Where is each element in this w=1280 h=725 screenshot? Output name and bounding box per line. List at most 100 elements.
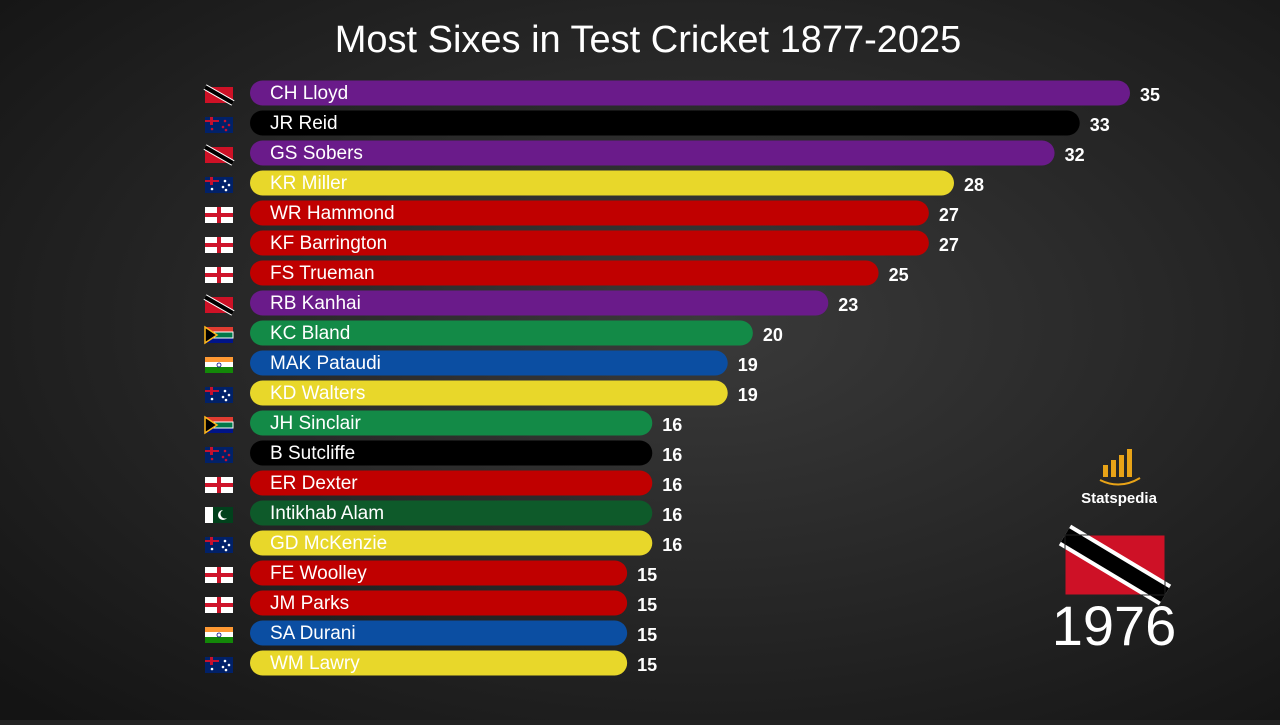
flag-icon xyxy=(205,117,233,133)
value-label: 19 xyxy=(738,385,758,405)
flag-part xyxy=(224,548,228,552)
flag-part xyxy=(221,455,225,459)
bar-label: KF Barrington xyxy=(270,233,387,254)
bar-label: RB Kanhai xyxy=(270,293,361,314)
value-label: 20 xyxy=(763,325,783,345)
flag-part xyxy=(227,393,231,397)
bar xyxy=(250,200,929,226)
flag-part xyxy=(205,637,233,643)
value-label: 16 xyxy=(662,505,682,525)
value-label: 33 xyxy=(1090,115,1110,135)
bar-label: KR Miller xyxy=(270,173,348,194)
flag-icon xyxy=(205,267,233,283)
flag-part xyxy=(205,660,219,662)
flag-icon xyxy=(205,357,233,373)
flag-part xyxy=(204,325,219,345)
flag-part xyxy=(216,632,222,638)
flag-part xyxy=(205,273,233,277)
flag-part xyxy=(221,125,225,129)
flag-icon xyxy=(203,294,235,316)
bar xyxy=(250,560,628,586)
flag-part xyxy=(205,390,219,392)
flag-part xyxy=(223,179,227,183)
bar-label: KC Bland xyxy=(270,323,350,344)
flag-icon xyxy=(203,84,235,106)
flag-part xyxy=(210,187,214,191)
flag-part xyxy=(205,213,233,217)
flag-part xyxy=(205,450,219,452)
flag-part xyxy=(223,539,227,543)
bar xyxy=(250,380,728,406)
bar-label: Intikhab Alam xyxy=(270,503,384,524)
flag-part xyxy=(224,128,228,132)
bar xyxy=(250,530,653,556)
flag-icon xyxy=(205,537,233,553)
value-label: 32 xyxy=(1065,145,1085,165)
flag-part xyxy=(204,415,219,435)
bar-label: JH Sinclair xyxy=(270,413,361,434)
flag-icon xyxy=(205,447,233,463)
flag-part xyxy=(205,120,219,122)
bar xyxy=(250,260,879,286)
bar xyxy=(250,80,1130,106)
flag-part xyxy=(224,668,228,672)
bar-label: FS Trueman xyxy=(270,263,375,284)
bar-label: FE Woolley xyxy=(270,563,367,584)
flag-part xyxy=(221,185,225,189)
bar xyxy=(250,590,628,616)
value-label: 28 xyxy=(964,175,984,195)
flag-part xyxy=(205,362,233,368)
bar-label: WM Lawry xyxy=(270,653,360,674)
flag-icon xyxy=(205,507,233,523)
flag-part xyxy=(223,659,227,663)
flag-part xyxy=(205,243,233,247)
period-flag xyxy=(1058,524,1172,606)
flag-part xyxy=(223,449,227,453)
flag-part xyxy=(205,367,233,373)
flag-part xyxy=(216,362,222,368)
bar xyxy=(250,470,653,496)
value-label: 15 xyxy=(637,565,657,585)
value-label: 35 xyxy=(1140,85,1160,105)
flag-part xyxy=(210,667,214,671)
flag-part xyxy=(224,458,228,462)
value-label: 15 xyxy=(637,595,657,615)
bar xyxy=(250,230,929,256)
flag-part xyxy=(220,509,230,519)
flag-part xyxy=(210,457,214,461)
flag-part xyxy=(224,188,228,192)
value-label: 19 xyxy=(738,355,758,375)
flag-icon xyxy=(205,177,233,193)
flag-part xyxy=(205,573,233,577)
bar-label: SA Durani xyxy=(270,623,356,644)
flag-part xyxy=(205,357,233,363)
flag-part xyxy=(205,417,233,425)
bar xyxy=(250,440,653,466)
value-label: 27 xyxy=(939,235,959,255)
flag-part xyxy=(221,545,225,549)
flag-icon xyxy=(205,387,233,403)
value-label: 25 xyxy=(889,265,909,285)
flag-icon xyxy=(205,657,233,673)
flag-icon xyxy=(205,477,233,493)
value-label: 27 xyxy=(939,205,959,225)
value-label: 16 xyxy=(662,535,682,555)
brand-name: Statspedia xyxy=(1081,490,1158,507)
flag-part xyxy=(210,397,214,401)
bar xyxy=(250,320,753,346)
value-label: 16 xyxy=(662,445,682,465)
flag-part xyxy=(205,603,233,607)
flag-icon xyxy=(205,627,233,643)
flag-part xyxy=(205,180,219,182)
flag-part xyxy=(223,389,227,393)
flag-icon xyxy=(204,415,234,435)
bar-label: GS Sobers xyxy=(270,143,363,164)
flag-part xyxy=(204,295,234,315)
value-label: 15 xyxy=(637,655,657,675)
flag-part xyxy=(205,425,233,433)
bar-label: GD McKenzie xyxy=(270,533,387,554)
bar xyxy=(250,110,1080,136)
value-label: 16 xyxy=(662,475,682,495)
chart-title: Most Sixes in Test Cricket 1877-2025 xyxy=(335,19,962,61)
